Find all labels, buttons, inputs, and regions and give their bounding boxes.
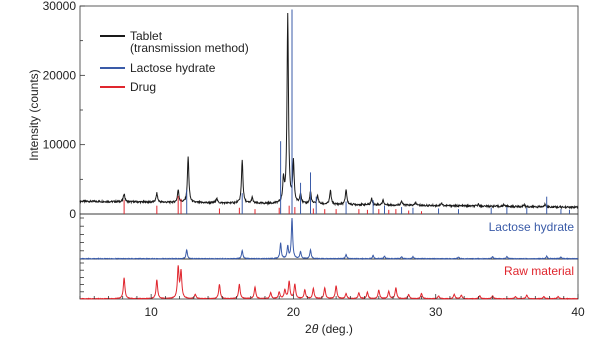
x-tick-label: 20 bbox=[287, 305, 301, 319]
panel-label-lactose: Lactose hydrate bbox=[489, 220, 575, 234]
x-axis-title: 2θ (deg.) bbox=[305, 322, 353, 336]
x-axis-title-theta: θ bbox=[312, 322, 319, 336]
series-line-tablet bbox=[79, 13, 579, 210]
lactose-panel bbox=[79, 217, 579, 261]
axes: 0 10000 20000 30000 10 20 30 40 bbox=[43, 0, 585, 319]
series-line-raw-material bbox=[79, 265, 579, 300]
legend-label-drug: Drug bbox=[130, 80, 156, 94]
y-axis-title: Intensity (counts) bbox=[27, 69, 41, 160]
x-tick-label: 30 bbox=[429, 305, 443, 319]
series-line-lactose-hydrate bbox=[79, 217, 579, 261]
legend: Tablet (transmission method) Lactose hyd… bbox=[100, 29, 249, 94]
y-tick-label: 20000 bbox=[43, 68, 77, 82]
y-tick-label: 10000 bbox=[43, 138, 77, 152]
y-tick-label: 30000 bbox=[43, 0, 77, 13]
x-tick-label: 40 bbox=[571, 305, 585, 319]
x-axis-title-prefix: 2 bbox=[305, 322, 312, 336]
legend-label-tablet-line2: (transmission method) bbox=[130, 41, 249, 55]
panel-label-raw-material: Raw material bbox=[504, 264, 574, 278]
legend-label-lactose: Lactose hydrate bbox=[130, 61, 216, 75]
x-axis-title-unit: (deg.) bbox=[318, 322, 353, 336]
x-tick-label: 10 bbox=[144, 305, 158, 319]
raw-material-panel bbox=[79, 262, 579, 300]
legend-label-tablet: Tablet bbox=[130, 29, 163, 43]
main-plot bbox=[79, 9, 579, 214]
y-tick-label: 0 bbox=[69, 207, 76, 221]
